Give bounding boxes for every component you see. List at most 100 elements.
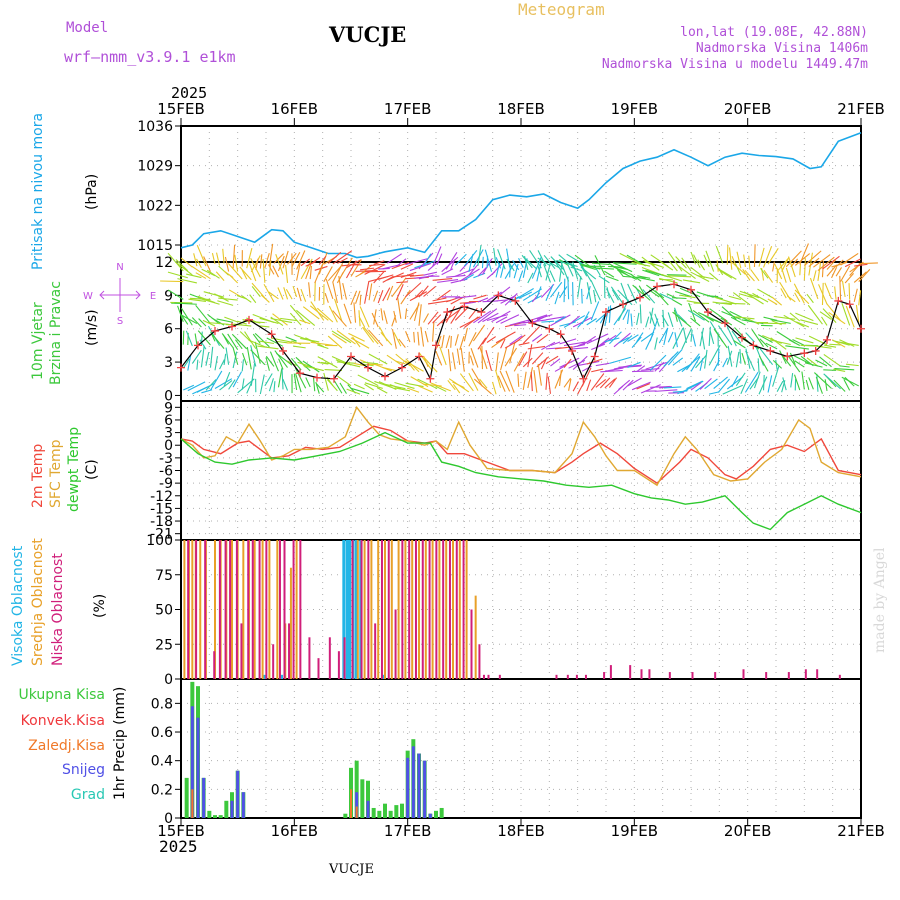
wind-barb bbox=[563, 278, 566, 303]
wind-barb bbox=[813, 372, 832, 389]
precip-legend-4: Grad bbox=[71, 787, 105, 803]
wind-barb bbox=[753, 244, 756, 268]
wind-speed-marker bbox=[426, 374, 435, 383]
pressure-axis-title: Pritisak na nivou mora bbox=[30, 113, 46, 270]
wind-barb bbox=[605, 275, 619, 282]
wind-barb bbox=[227, 333, 239, 350]
wind-barb bbox=[765, 342, 778, 350]
wind-barb bbox=[732, 292, 751, 306]
wind-barb bbox=[824, 282, 833, 299]
wind-barb bbox=[540, 357, 548, 370]
wind-barb bbox=[499, 370, 511, 392]
wind-barb bbox=[318, 252, 328, 275]
wind-barb bbox=[586, 358, 603, 365]
wind-barb bbox=[405, 331, 411, 343]
wind-barb bbox=[736, 251, 742, 269]
wind-barb bbox=[328, 305, 338, 323]
wind-barb bbox=[713, 328, 728, 349]
wind-barb bbox=[224, 316, 238, 323]
wind-barb bbox=[581, 311, 590, 325]
wind-barb bbox=[581, 367, 592, 387]
wind-barb bbox=[649, 354, 667, 371]
wind-barb bbox=[626, 309, 630, 325]
wind-barb bbox=[506, 248, 511, 268]
precip-bar bbox=[366, 800, 370, 818]
wind-barb bbox=[792, 339, 805, 346]
meteogram-title: Meteogram bbox=[518, 0, 605, 19]
wind-barb bbox=[604, 378, 616, 389]
wind-barb bbox=[269, 351, 279, 372]
wind-barb bbox=[373, 260, 385, 265]
wind-barb bbox=[804, 362, 823, 368]
wind-barb bbox=[613, 308, 627, 326]
wind-barb bbox=[560, 261, 570, 282]
wind-barb bbox=[451, 352, 456, 370]
wind-barb bbox=[721, 302, 746, 305]
wind-barb bbox=[367, 363, 383, 366]
wind-barb bbox=[808, 252, 813, 276]
wind-speed-marker bbox=[783, 352, 792, 361]
wind-barb bbox=[282, 378, 289, 391]
wind-barb bbox=[611, 289, 619, 301]
wind-speed-marker bbox=[857, 324, 865, 333]
wind-barb bbox=[350, 337, 370, 349]
wind-barb bbox=[360, 267, 375, 271]
y-tick-label: 1029 bbox=[137, 159, 173, 175]
wind-barb bbox=[257, 345, 279, 350]
wind-barb bbox=[259, 317, 279, 324]
wind-barb bbox=[527, 344, 533, 368]
wind-barb bbox=[527, 314, 548, 322]
wind-barb bbox=[779, 350, 787, 365]
wind-barb bbox=[836, 341, 859, 346]
wind-barb bbox=[380, 308, 384, 321]
wind-barb bbox=[196, 244, 207, 267]
wind-speed-marker bbox=[619, 300, 627, 309]
wind-barb bbox=[468, 372, 479, 391]
wind-barb bbox=[828, 311, 846, 325]
wind-barb bbox=[692, 334, 697, 347]
wind-barb bbox=[709, 391, 720, 395]
wind-barb bbox=[196, 359, 199, 370]
wind-barb bbox=[450, 335, 452, 348]
wind-barb bbox=[654, 313, 660, 327]
wind-barb bbox=[373, 270, 385, 284]
wind-barb bbox=[281, 368, 284, 390]
wind-barb bbox=[250, 362, 256, 386]
wind-barb bbox=[586, 333, 609, 345]
wind-barb bbox=[613, 332, 631, 348]
wind-barb bbox=[391, 277, 407, 298]
wind-barb bbox=[819, 356, 832, 368]
wind-barb bbox=[234, 339, 243, 350]
wind-barb bbox=[460, 347, 465, 372]
wind-barb bbox=[595, 362, 610, 367]
wind-barb bbox=[505, 370, 515, 393]
wind-barb bbox=[435, 385, 447, 392]
wind-barb bbox=[661, 315, 669, 327]
wind-barb bbox=[317, 356, 338, 369]
wind-barb bbox=[493, 247, 497, 266]
wind-barb bbox=[763, 245, 773, 268]
wind-barb bbox=[667, 349, 683, 366]
wind-barb bbox=[807, 304, 823, 325]
temp-axis-title-sfc: SFC Temp bbox=[48, 439, 64, 508]
wind-barb bbox=[750, 269, 760, 282]
wind-speed-marker bbox=[556, 330, 565, 339]
wind-barb bbox=[757, 288, 773, 299]
wind-barb bbox=[308, 282, 311, 298]
wind-barb bbox=[472, 249, 484, 268]
wind-barb bbox=[264, 253, 270, 268]
wind-barb bbox=[598, 275, 610, 284]
wind-barb bbox=[627, 377, 642, 387]
precip-bar bbox=[371, 807, 376, 818]
wind-barb bbox=[726, 244, 729, 265]
wind-barb bbox=[219, 359, 225, 370]
wind-barb bbox=[641, 256, 660, 271]
wind-barb bbox=[382, 287, 391, 302]
wind-barb bbox=[509, 342, 516, 364]
wind-barb bbox=[334, 298, 343, 322]
wind-barb bbox=[377, 290, 384, 304]
wind-barb bbox=[686, 380, 703, 390]
temp-unit: (C) bbox=[84, 459, 100, 480]
wind-barb bbox=[783, 314, 805, 328]
wind-barb bbox=[359, 264, 373, 275]
